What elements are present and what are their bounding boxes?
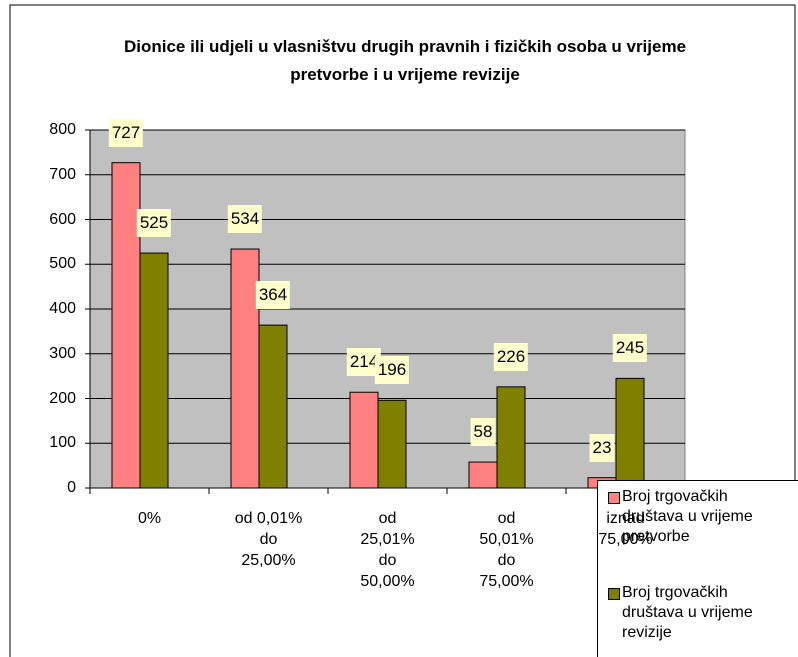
legend-label: Broj trgovačkih društava u vrijeme reviz… xyxy=(622,584,753,641)
data-label: 23 xyxy=(589,433,615,462)
data-label: 525 xyxy=(136,209,172,238)
x-tick-label: od 25,01% do 50,00% xyxy=(360,510,415,590)
y-tick-label: 100 xyxy=(49,434,76,452)
bar xyxy=(496,386,526,489)
bar xyxy=(468,461,498,489)
x-tick-label: od 0,01% do 25,00% xyxy=(234,510,303,569)
y-tick-label: 700 xyxy=(49,165,76,183)
data-label: 226 xyxy=(493,342,529,371)
y-tick-label: 0 xyxy=(67,479,76,496)
legend-label: Broj trgovačkih društava u vrijeme pretv… xyxy=(622,488,753,545)
y-tick-label: 800 xyxy=(49,121,76,138)
y-tick-label: 300 xyxy=(49,344,76,362)
y-tick-label: 500 xyxy=(49,255,76,273)
chart-border xyxy=(9,4,796,657)
bar xyxy=(377,399,407,489)
chart-title: Dionice ili udjeli u vlasništvu drugih p… xyxy=(123,37,687,84)
legend-item: Broj trgovačkih društava u vrijeme reviz… xyxy=(608,583,790,643)
legend: Broj trgovačkih društava u vrijeme pretv… xyxy=(597,480,798,657)
legend-swatch xyxy=(608,588,620,600)
bar xyxy=(230,248,260,489)
data-label: 534 xyxy=(227,205,263,234)
data-label: 245 xyxy=(612,334,648,363)
x-tick-label: iznad 75,00% xyxy=(598,510,653,548)
bar xyxy=(258,324,288,489)
data-label: 364 xyxy=(255,281,291,310)
data-label: 58 xyxy=(470,418,496,447)
bar xyxy=(139,252,169,489)
y-tick-label: 400 xyxy=(49,300,76,317)
legend-swatch xyxy=(608,492,620,504)
bar xyxy=(615,377,645,489)
y-tick-label: 200 xyxy=(49,389,76,407)
data-label: 727 xyxy=(108,118,144,147)
bar xyxy=(111,162,141,489)
x-tick-label: od 50,01% do 75,00% xyxy=(479,510,534,590)
x-tick-label: 0% xyxy=(137,510,162,527)
y-tick-label: 600 xyxy=(49,210,76,228)
data-label: 196 xyxy=(374,356,410,385)
legend-item: Broj trgovačkih društava u vrijeme pretv… xyxy=(608,487,790,547)
bar xyxy=(349,391,379,489)
